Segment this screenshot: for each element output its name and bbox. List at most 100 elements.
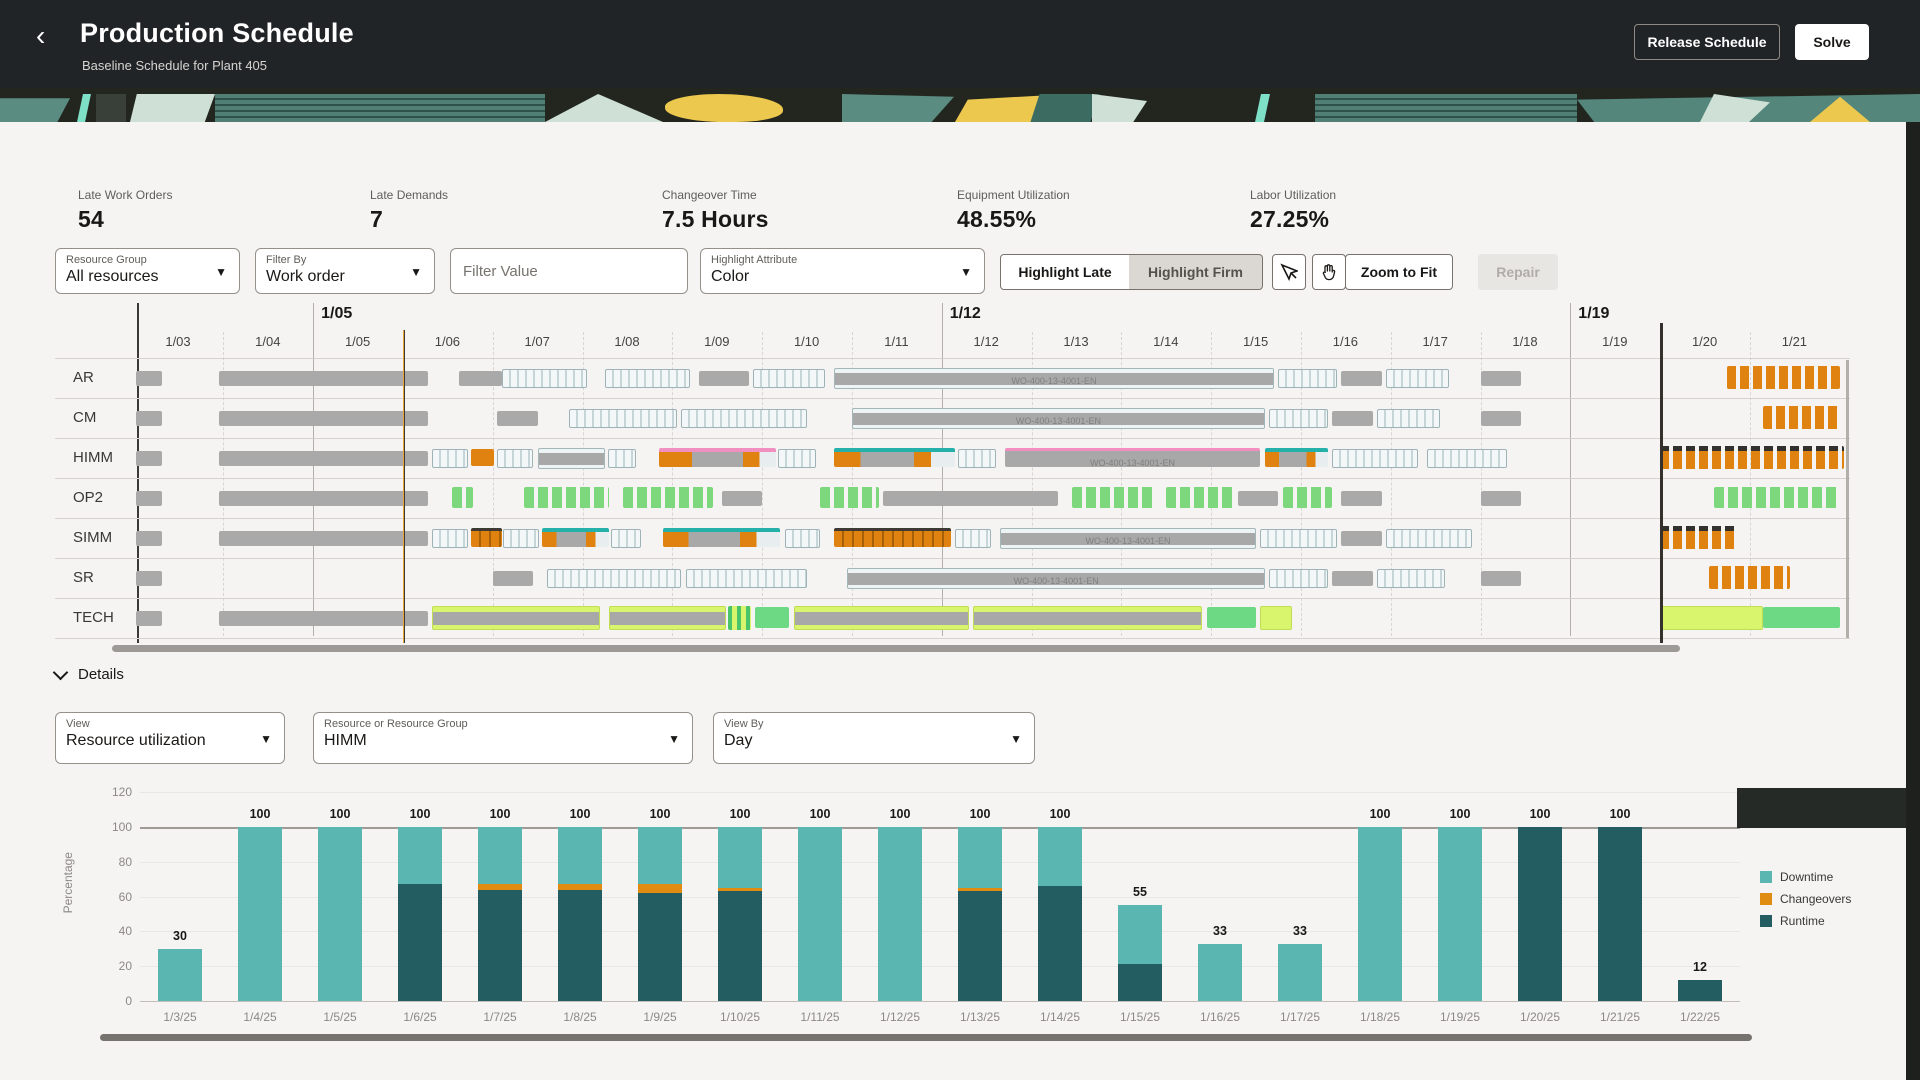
gantt-bar[interactable] [136,411,163,426]
gantt-bar[interactable] [778,449,816,468]
gantt-bar[interactable] [663,528,781,547]
gantt-bar[interactable] [458,371,502,386]
gantt-bar[interactable]: WO-400-13-4001-EN [847,568,1265,589]
gantt-bar[interactable] [524,487,610,508]
gantt-bar[interactable] [1260,529,1337,548]
chart-bar-segment[interactable] [958,826,1002,888]
gantt-bar[interactable]: WO-400-13-4001-EN [851,408,1265,429]
chart-bar-segment[interactable] [398,826,442,885]
details-section-toggle[interactable]: Details [52,664,124,683]
gantt-bar[interactable] [1278,369,1337,388]
gantt-bar[interactable]: WO-400-13-4001-EN [1000,528,1256,549]
gantt-bar[interactable] [218,411,429,426]
gantt-bar[interactable] [136,611,163,626]
chart-bar-segment[interactable] [1358,826,1402,1001]
gantt-bar[interactable] [1332,449,1418,468]
gantt-bar[interactable] [1480,371,1521,386]
gantt-bar[interactable] [431,606,601,630]
resource-group-select[interactable]: Resource Group All resources ▼ [55,248,240,294]
gantt-bar[interactable] [754,607,790,628]
filter-value-input[interactable] [450,248,688,294]
gantt-bar[interactable] [546,569,682,588]
release-schedule-button[interactable]: Release Schedule [1634,24,1780,60]
view-select[interactable]: View Resource utilization ▼ [55,712,285,764]
chart-bar-segment[interactable] [1038,826,1082,887]
gantt-bar[interactable] [1709,566,1791,589]
gantt-bar[interactable] [1386,529,1472,548]
gantt-bar[interactable] [793,606,969,630]
gantt-bar[interactable] [784,529,821,548]
gantt-bar[interactable] [685,569,807,588]
gantt-bar[interactable] [1377,569,1445,588]
gantt-bar[interactable] [1166,487,1234,508]
gantt-bar[interactable] [699,371,749,386]
gantt-bar[interactable] [431,529,468,548]
gantt-bar[interactable] [833,448,956,467]
gantt-bar[interactable] [218,531,429,546]
chart-bar-segment[interactable] [638,893,682,1001]
chart-bar-segment[interactable] [478,884,522,890]
gantt-bar[interactable] [611,529,641,548]
gantt-bar[interactable] [1660,606,1764,630]
gantt-bar[interactable] [471,449,495,466]
gantt-bar[interactable] [1260,606,1292,630]
gantt-bar[interactable] [622,487,713,508]
filter-by-select[interactable]: Filter By Work order ▼ [255,248,435,294]
gantt-bar[interactable] [1377,409,1441,428]
gantt-bar[interactable] [957,449,996,468]
gantt-bar[interactable] [658,448,776,467]
chart-bar-segment[interactable] [1038,886,1082,1001]
chart-bar-segment[interactable] [398,884,442,1001]
gantt-bar[interactable] [1763,406,1840,429]
gantt-bar[interactable] [883,491,1059,506]
chart-bar-segment[interactable] [878,826,922,1001]
gantt-bar[interactable] [955,529,992,548]
chart-bar-segment[interactable] [1198,943,1242,1001]
gantt-bar[interactable] [1480,411,1521,426]
gantt-bar[interactable] [1332,571,1373,586]
gantt-bar[interactable] [136,451,163,466]
gantt-bar[interactable] [497,411,538,426]
gantt-bar[interactable] [1238,491,1279,506]
gantt-bar[interactable] [218,371,429,386]
gantt-bar[interactable] [497,449,534,468]
view-by-select[interactable]: View By Day ▼ [713,712,1035,764]
back-icon[interactable]: ‹ [36,20,46,51]
gantt-bar[interactable] [973,606,1203,630]
gantt-bar[interactable] [1660,526,1737,549]
gantt-bar[interactable] [1071,487,1153,508]
gantt-bar[interactable] [1341,371,1382,386]
gantt-vertical-scrollbar[interactable] [1846,360,1849,638]
gantt-bar[interactable] [501,369,587,388]
gantt-bar[interactable] [452,487,473,508]
solve-button[interactable]: Solve [1795,24,1869,60]
gantt-bar[interactable] [1660,446,1845,469]
gantt-bar[interactable] [569,409,677,428]
chart-bar-segment[interactable] [958,887,1002,892]
gantt-bar[interactable] [136,571,163,586]
highlight-late-button[interactable]: Highlight Late [1000,254,1130,290]
chart-bar-segment[interactable] [1678,980,1722,1001]
chart-bar-segment[interactable] [958,891,1002,1001]
gantt-bar[interactable] [1264,448,1328,467]
gantt-bar[interactable] [681,409,807,428]
chart-bar-segment[interactable] [718,891,762,1001]
highlight-firm-button[interactable]: Highlight Firm [1129,254,1263,290]
chart-bar-segment[interactable] [638,826,682,885]
gantt-bar[interactable] [1282,487,1333,508]
gantt-bar[interactable] [604,369,691,388]
chart-bar-segment[interactable] [638,884,682,893]
chart-bar-segment[interactable] [718,826,762,888]
gantt-bar[interactable] [1713,487,1840,508]
highlight-attribute-select[interactable]: Highlight Attribute Color ▼ [700,248,985,294]
pan-hand-button[interactable] [1312,254,1346,290]
chart-bar-segment[interactable] [558,889,602,1001]
gantt-bar[interactable] [136,371,163,386]
chart-bar-segment[interactable] [1598,826,1642,1001]
gantt-bar[interactable] [721,491,763,506]
resource-select[interactable]: Resource or Resource Group HIMM ▼ [313,712,693,764]
gantt-bar[interactable] [1341,531,1382,546]
gantt-bar[interactable] [542,528,610,547]
gantt-bar[interactable] [492,571,534,586]
gantt-bar[interactable] [537,448,605,469]
